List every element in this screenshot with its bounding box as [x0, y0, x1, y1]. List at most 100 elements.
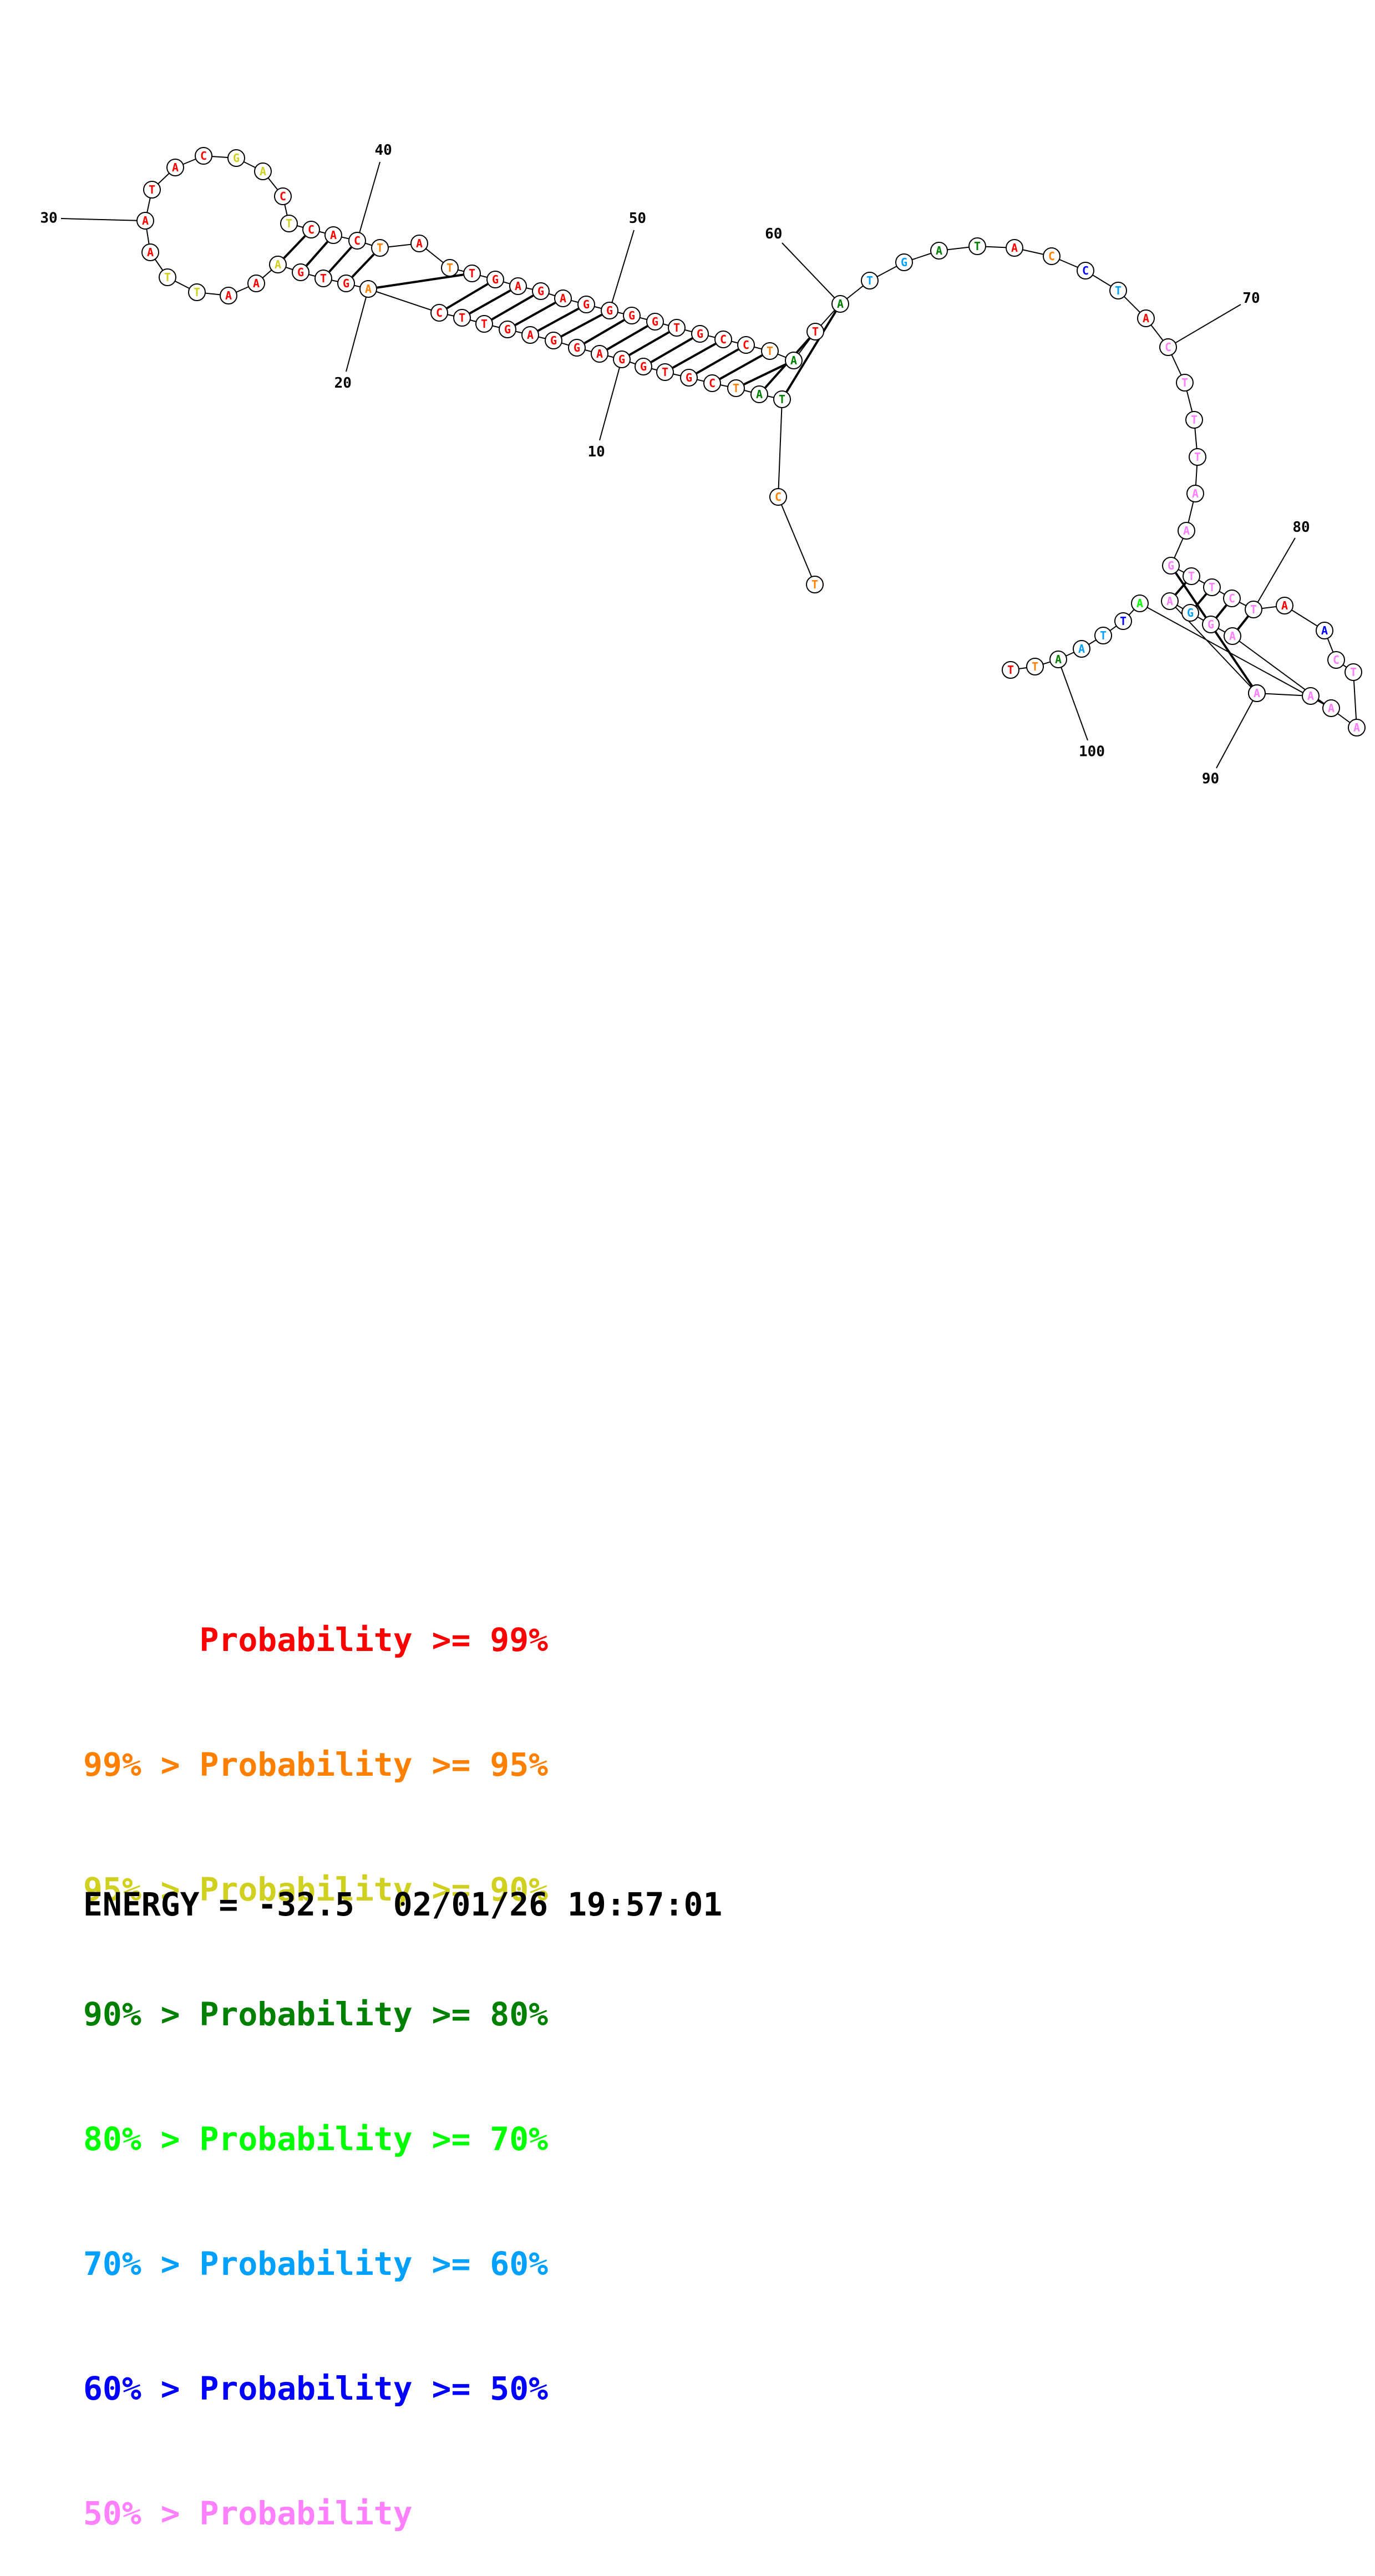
position-label: 100: [1079, 744, 1105, 760]
nucleotide-letter: C: [709, 377, 716, 390]
nucleotide-letter: A: [1328, 702, 1335, 715]
position-label: 10: [588, 444, 605, 460]
legend-text: Probability >= 50%: [199, 2370, 549, 2407]
base-pair-bond: [743, 363, 787, 385]
nucleotide-circle: [521, 326, 539, 344]
nucleotide-letter: G: [297, 266, 304, 279]
legend-prefix: 99% >: [83, 1746, 200, 1784]
nucleotide: C: [703, 374, 721, 392]
nucleotide-circle: [668, 319, 686, 337]
legend-row-70: 80% > Probability >= 70%: [83, 2118, 548, 2160]
nucleotide-circle: [568, 339, 586, 357]
nucleotide-circle: [324, 226, 342, 244]
nucleotide: A: [930, 242, 948, 260]
nucleotide-letter: A: [147, 246, 154, 259]
nucleotide: T: [1109, 282, 1127, 299]
nucleotide-circle: [337, 275, 355, 292]
nucleotide-circle: [601, 302, 618, 319]
backbone-segment: [1353, 672, 1357, 728]
backbone-segment: [1232, 636, 1357, 728]
legend-prefix: 70% >: [83, 2245, 200, 2283]
nucleotide: A: [1049, 651, 1067, 668]
nucleotide-circle: [1176, 374, 1194, 392]
nucleotide: A: [1224, 627, 1241, 645]
tick-line: [1253, 537, 1296, 610]
nucleotide: A: [410, 235, 428, 252]
legend-row-90: 95% > Probability >= 90%: [83, 1869, 548, 1911]
nucleotide-letter: A: [560, 292, 566, 305]
nucleotide-letter: G: [901, 256, 907, 269]
nucleotide: T: [280, 215, 298, 232]
nucleotide-letter: C: [1165, 341, 1171, 354]
base-pair-bond: [672, 343, 717, 369]
nucleotide-circle: [1073, 640, 1090, 658]
nucleotide-letter: T: [320, 272, 327, 285]
nucleotide-circle: [680, 369, 698, 387]
legend-text: Probability: [199, 2494, 413, 2532]
nucleotide-circle: [1161, 592, 1179, 610]
nucleotide-circle: [227, 149, 245, 167]
nucleotide: G: [635, 358, 652, 375]
legend-prefix: 80% >: [83, 2120, 200, 2158]
nucleotide-circle: [1327, 651, 1345, 669]
nucleotide-circle: [141, 243, 159, 261]
nucleotide: G: [613, 350, 631, 368]
nucleotide-letter: A: [1192, 487, 1199, 500]
nucleotide: C: [1327, 651, 1345, 669]
legend-text: Probability >= 95%: [199, 1746, 549, 1784]
base-pair-bond: [537, 307, 579, 332]
legend-row-99: Probability >= 99%: [83, 1619, 549, 1661]
nucleotide-letter: C: [436, 306, 443, 319]
nucleotide-circle: [136, 212, 154, 230]
position-label: 20: [334, 375, 352, 392]
nucleotide: A: [1248, 684, 1266, 702]
nucleotide: G: [568, 339, 586, 357]
nucleotide-letter: T: [1194, 450, 1201, 464]
nucleotide: T: [773, 390, 791, 408]
nucleotide-letter: A: [515, 280, 521, 293]
nucleotide: T: [1026, 658, 1044, 675]
base-pair-bond: [306, 241, 328, 267]
nucleotide: T: [453, 309, 471, 327]
nucleotide: A: [1073, 640, 1090, 658]
nucleotide-circle: [371, 239, 389, 257]
base-pair-bond: [491, 294, 534, 321]
nucleotide: C: [1043, 247, 1061, 265]
energy-value: ENERGY = -32.5: [83, 1886, 354, 1923]
nucleotide: G: [292, 263, 309, 281]
nucleotide-circle: [486, 271, 504, 288]
nucleotide-letter: G: [606, 304, 613, 317]
nucleotide-circle: [577, 296, 595, 313]
nucleotide-letter: T: [481, 317, 488, 331]
base-pair-bond: [584, 319, 625, 344]
nucleotide: G: [499, 321, 516, 338]
position-label: 90: [1202, 770, 1219, 787]
base-pair-layer: [283, 235, 1253, 687]
legend-row-95: 99% > Probability >= 95%: [83, 1744, 548, 1786]
position-label: 30: [40, 210, 57, 226]
nucleotide: A: [1302, 687, 1320, 705]
nucleotide-letter: C: [720, 333, 727, 346]
nucleotide-letter: C: [1082, 264, 1089, 277]
nucleotide-circle: [646, 313, 664, 331]
legend-row-60: 70% > Probability >= 60%: [83, 2243, 548, 2285]
nucleotide: A: [359, 280, 377, 298]
nucleotide-circle: [1344, 663, 1362, 681]
nucleotide-circle: [532, 282, 550, 300]
nucleotide-letter: A: [1307, 689, 1314, 703]
nucleotide: A: [1186, 485, 1204, 502]
tick-line: [1168, 304, 1241, 348]
nucleotide-letter: G: [628, 309, 635, 322]
nucleotide: T: [1114, 612, 1132, 630]
base-pair-bond: [328, 246, 352, 273]
nucleotide-letter: T: [194, 286, 200, 299]
nucleotide: T: [806, 323, 824, 341]
nucleotide-letter: A: [1078, 642, 1085, 656]
nucleotide-letter: A: [253, 277, 260, 290]
nucleotide: T: [1176, 374, 1194, 392]
nucleotide-circle: [302, 221, 320, 238]
base-pair-bond: [469, 289, 511, 314]
nucleotide: A: [750, 385, 768, 403]
nucleotide-circle: [831, 295, 849, 313]
